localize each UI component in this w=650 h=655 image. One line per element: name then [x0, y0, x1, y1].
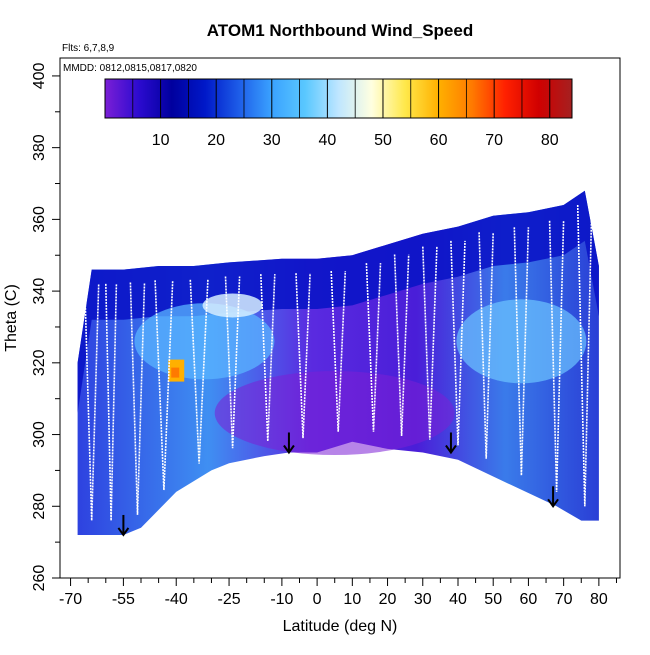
flight-profiles — [83, 204, 593, 521]
arrow-head — [445, 444, 457, 455]
y-axis: 260 280 300 320 340 360 380 400 — [31, 62, 60, 591]
x-tick-label: 40 — [449, 591, 467, 608]
flight-profile — [295, 273, 311, 439]
flight-profile — [224, 276, 241, 449]
colorbar-tick-label: 80 — [541, 132, 559, 149]
flight-profile — [422, 246, 438, 440]
y-tick-label: 360 — [31, 206, 48, 233]
y-tick-label: 340 — [31, 278, 48, 305]
colorbar-tick-label: 50 — [374, 132, 392, 149]
colorbar-tick-label: 60 — [430, 132, 448, 149]
arrow-head — [283, 444, 295, 455]
flights-label: Flts: 6,7,8,9 — [62, 43, 115, 54]
wind-field — [77, 190, 599, 535]
descent-arrows — [117, 432, 559, 537]
x-tick-label: 60 — [520, 591, 538, 608]
flight-profile — [260, 274, 276, 442]
flight-profile — [365, 263, 382, 432]
y-tick-label: 280 — [31, 493, 48, 520]
y-tick-label: 260 — [31, 565, 48, 592]
x-tick-label: 0 — [313, 591, 322, 608]
arrow-head — [117, 527, 130, 537]
upper-jet-band — [77, 190, 599, 413]
flight-profile — [548, 220, 565, 492]
northern-jet-core — [456, 299, 587, 384]
flight-profile — [330, 270, 347, 432]
flight-profile — [154, 280, 174, 491]
colorbar: 10 20 30 40 50 60 70 80 — [104, 78, 573, 149]
y-tick-label: 380 — [31, 134, 48, 161]
x-tick-label: 10 — [343, 591, 361, 608]
x-tick-label: 20 — [379, 591, 397, 608]
y-axis-label: Theta (C) — [3, 284, 20, 352]
chart-title: ATOM1 Northbound Wind_Speed — [207, 21, 473, 40]
x-tick-label: -70 — [59, 591, 82, 608]
arrow-head — [547, 498, 559, 508]
flight-profile — [393, 254, 410, 437]
colorbar-tick-label: 20 — [207, 132, 225, 149]
x-tick-label: -10 — [270, 591, 293, 608]
x-axis-label: Latitude (deg N) — [283, 618, 398, 635]
x-tick-label: 80 — [590, 591, 608, 608]
flight-profile — [129, 282, 146, 515]
tropical-calm-region — [214, 371, 455, 456]
x-tick-label: -25 — [217, 591, 240, 608]
y-tick-label: 400 — [31, 62, 48, 89]
colorbar-tick-label: 10 — [152, 132, 170, 149]
x-tick-label: 50 — [484, 591, 502, 608]
southern-jet-maximum — [202, 293, 263, 318]
flight-profile — [189, 279, 209, 464]
flight-profile — [450, 240, 466, 446]
flight-profile — [576, 204, 593, 507]
x-tick-label: -40 — [165, 591, 188, 608]
x-tick-label: 70 — [555, 591, 573, 608]
colorbar-tick-label: 40 — [318, 132, 336, 149]
x-tick-label: -55 — [112, 591, 135, 608]
y-tick-label: 300 — [31, 421, 48, 448]
flight-profile — [513, 227, 530, 476]
dates-label: MMDD: 0812,0815,0817,0820 — [63, 63, 197, 74]
high-wind-patch-core — [171, 367, 180, 378]
x-axis: -70 -55 -40 -25 -10 0 10 20 30 40 50 60 70 80 — [59, 578, 617, 608]
x-tick-label: 30 — [414, 591, 432, 608]
flight-profile — [83, 283, 100, 521]
y-tick-label: 320 — [31, 349, 48, 376]
colorbar-tick-label: 30 — [263, 132, 281, 149]
colorbar-gradient — [104, 78, 573, 119]
flight-profile — [105, 283, 118, 521]
flight-profile — [478, 232, 494, 459]
colorbar-tick-label: 70 — [485, 132, 503, 149]
